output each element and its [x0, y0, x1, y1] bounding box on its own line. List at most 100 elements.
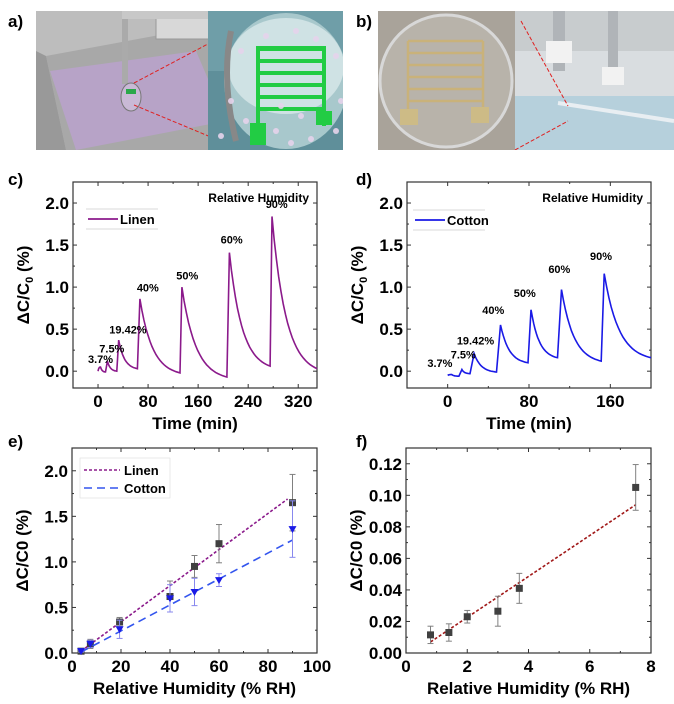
humidity-annotation: 3.7% [88, 354, 113, 366]
x-tick-label: 6 [585, 657, 594, 676]
x-tick-label: 20 [112, 657, 131, 676]
y-tick-label: 1.0 [44, 553, 68, 572]
x-tick-label: 40 [161, 657, 180, 676]
fit-line-linen [80, 498, 289, 652]
render-image-a [36, 11, 343, 150]
humidity-annotation: 19.42% [457, 335, 495, 347]
x-tick-label: 0 [67, 657, 76, 676]
humidity-annotation: 7.5% [451, 350, 476, 362]
legend-label: Linen [124, 463, 159, 478]
photo-image-b [378, 11, 674, 150]
data-point-linen [515, 584, 523, 592]
panel-label-f: f) [356, 432, 368, 451]
x-tick-label: 2 [463, 657, 472, 676]
y-tick-label: 0.08 [369, 518, 402, 537]
data-point-cotton [166, 595, 174, 603]
series-line-linen [97, 216, 318, 379]
y-tick-label: 1.5 [44, 507, 68, 526]
humidity-annotation: 40% [482, 305, 504, 317]
y-tick-label: 2.0 [45, 194, 69, 213]
y-tick-label: 0.0 [44, 644, 68, 663]
plot-frame [72, 181, 318, 389]
data-point-cotton [77, 648, 86, 656]
x-axis-label: Time (min) [152, 414, 238, 433]
data-point-cotton [190, 588, 199, 596]
chart-d: 0 80 160 0.0 0.5 1.0 1.5 2.0 Time (min) ΔC/C0 (%)… [348, 181, 652, 433]
y-tick-label: 0.12 [369, 455, 402, 474]
humidity-annotation: 60% [221, 234, 243, 246]
x-tick-label: 100 [303, 657, 331, 676]
data-point-linen [445, 629, 453, 636]
panel-label-b: b) [356, 12, 373, 31]
y-tick-label: 1.5 [379, 236, 403, 255]
y-tick-label: 0.02 [369, 612, 402, 631]
panel-label-e: e) [8, 432, 24, 451]
fit-line-linen [430, 504, 637, 643]
x-tick-label: 160 [184, 392, 212, 411]
annotation-title: Relative Humidity [542, 191, 643, 205]
panel-label-d: d) [356, 170, 373, 189]
y-tick-label: 0.5 [45, 320, 69, 339]
humidity-annotation: 50% [176, 271, 198, 283]
humidity-annotation: 90% [266, 199, 288, 211]
y-axis-label: ΔC/C0 (%) [347, 509, 366, 591]
x-tick-label: 80 [139, 392, 158, 411]
x-tick-label: 320 [284, 392, 312, 411]
x-tick-label: 4 [524, 657, 534, 676]
y-tick-label: 2.0 [379, 194, 403, 213]
chart-c: 0 80 160 240 320 0.0 0.5 1.0 1.5 2.0 Time (min) ΔC/… [14, 181, 318, 433]
plot-frame [405, 447, 652, 654]
legend-label: Cotton [447, 213, 489, 228]
chart-e: 0 20 40 60 80 100 0.0 0.5 1.0 1.5 2.0 Relative Humi… [13, 447, 331, 698]
y-axis-label: ΔC/C0 (%) [13, 509, 32, 591]
legend-box [79, 457, 171, 499]
humidity-annotation: 60% [548, 264, 570, 276]
data-point-cotton [215, 577, 223, 585]
x-tick-label: 0 [93, 392, 102, 411]
data-point-linen [494, 607, 502, 615]
x-tick-label: 160 [596, 392, 624, 411]
humidity-annotation: 50% [514, 288, 536, 300]
legend-label: Linen [120, 212, 155, 227]
x-tick-label: 240 [234, 392, 262, 411]
humidity-annotation: 19.42% [109, 324, 147, 336]
chart-f: 0 2 4 6 8 0.00 0.02 0.04 0.06 0.08 0.10 0.12 Relativ… [347, 447, 656, 698]
y-tick-label: 1.5 [45, 236, 69, 255]
panel-label-a: a) [8, 12, 24, 31]
y-tick-label: 1.0 [379, 278, 403, 297]
panel-label-c: c) [8, 170, 24, 189]
x-axis-label: Time (min) [486, 414, 572, 433]
y-tick-label: 0.5 [379, 320, 403, 339]
humidity-annotation: 40% [137, 282, 159, 294]
data-point-cotton [115, 626, 124, 634]
data-point-cotton [288, 526, 297, 534]
humidity-annotation: 7.5% [99, 344, 124, 356]
series-line-cotton [447, 273, 652, 377]
data-point-linen [632, 483, 640, 491]
y-tick-label: 1.0 [45, 278, 69, 297]
x-axis-label: Relative Humidity (% RH) [93, 679, 296, 698]
y-tick-label: 0.0 [45, 362, 69, 381]
data-point-linen [215, 540, 223, 548]
x-tick-label: 60 [210, 657, 229, 676]
x-tick-label: 0 [401, 657, 410, 676]
y-tick-label: 0.10 [369, 486, 402, 505]
legend-label: Cotton [124, 481, 166, 496]
data-point-linen [191, 562, 198, 570]
y-tick-label: 2.0 [44, 462, 68, 481]
x-tick-label: 8 [646, 657, 655, 676]
fit-line-cotton [80, 539, 293, 653]
y-axis-label: ΔC/C0 (%) [14, 246, 36, 325]
y-tick-label: 0.04 [369, 581, 403, 600]
y-tick-label: 0.5 [44, 598, 68, 617]
humidity-annotation: 90% [590, 251, 612, 263]
data-point-cotton [86, 640, 95, 648]
annotation-title: Relative Humidity [208, 191, 309, 205]
y-tick-label: 0.06 [369, 549, 402, 568]
x-axis-label: Relative Humidity (% RH) [427, 679, 630, 698]
data-point-linen [427, 631, 434, 639]
y-tick-label: 0.00 [369, 644, 402, 663]
y-axis-label: ΔC/C0 (%) [348, 246, 370, 325]
humidity-annotation: 3.7% [427, 358, 452, 370]
